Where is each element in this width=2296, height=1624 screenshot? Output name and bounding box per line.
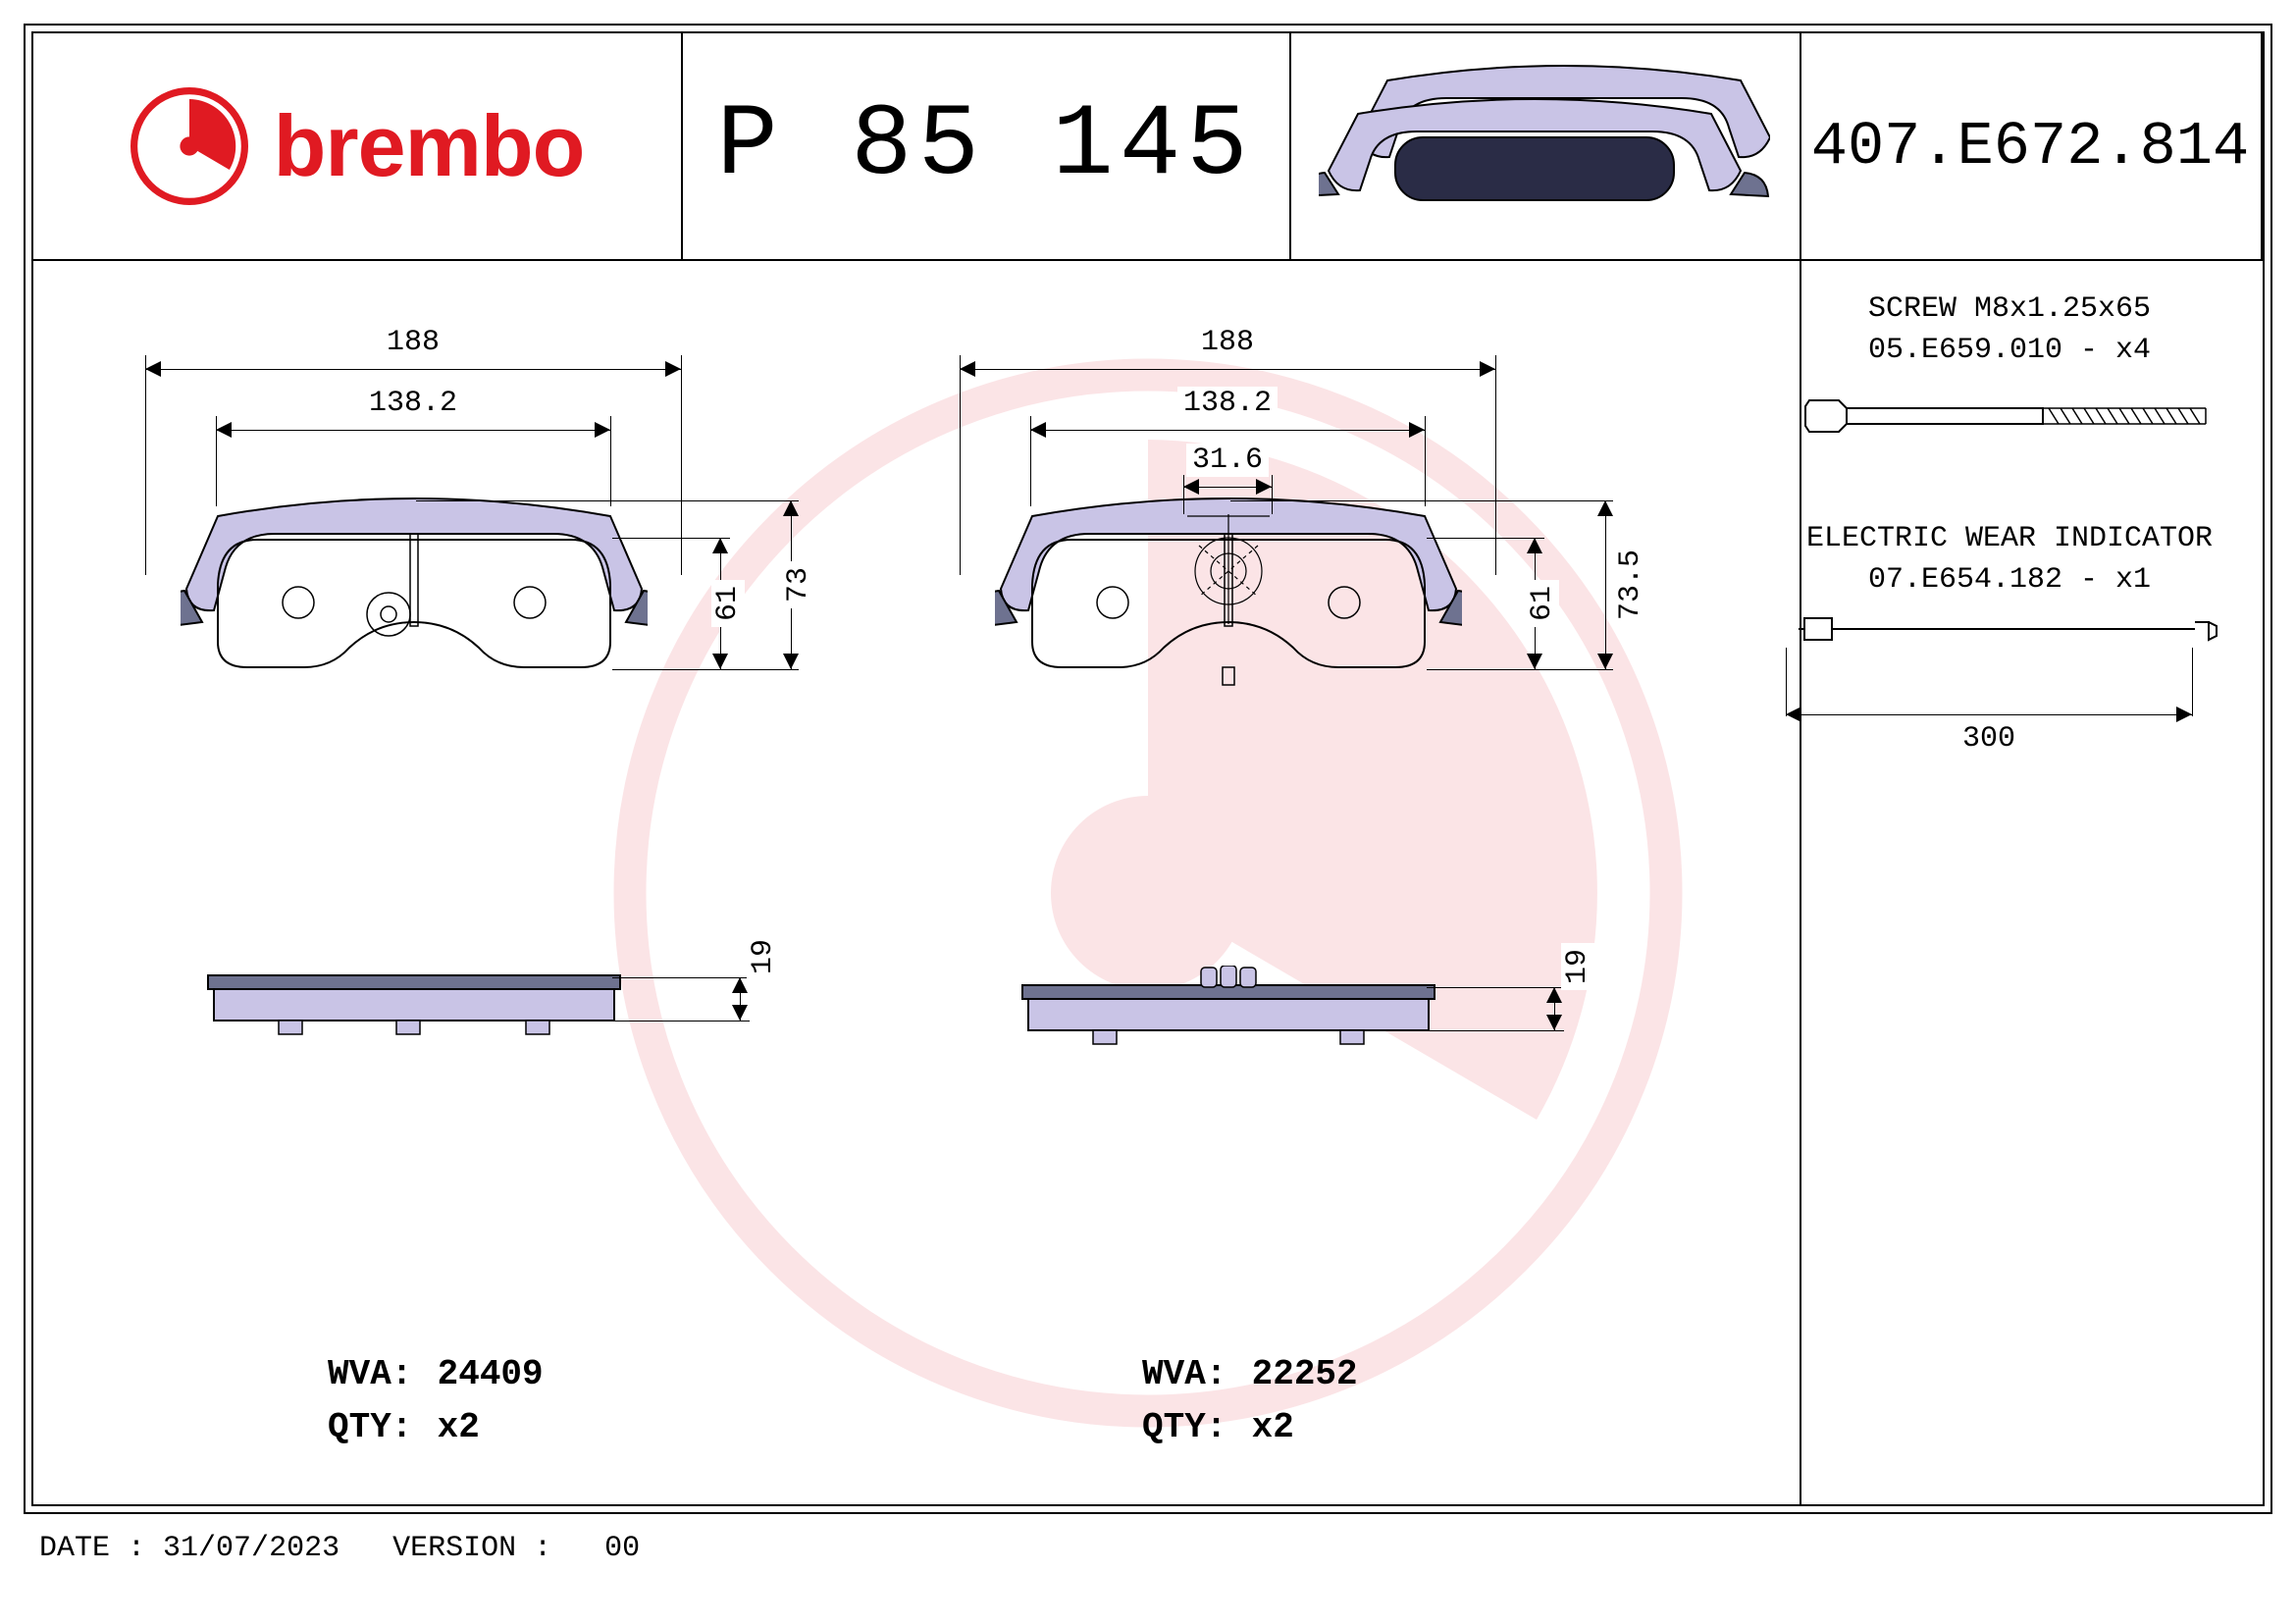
part-number: P 85 145 xyxy=(716,88,1253,204)
qty-label: QTY: xyxy=(328,1401,416,1454)
dim-value: 73 xyxy=(782,561,815,608)
wva-label: WVA: xyxy=(328,1348,416,1401)
product-icon xyxy=(1319,63,1770,230)
page: brembo P 85 145 xyxy=(0,0,2296,1624)
pad-left-front: 188 138.2 xyxy=(181,495,648,696)
wva-right: WVA: 22252 QTY: x2 xyxy=(1142,1348,1358,1454)
accessory-screw: SCREW M8x1.25x65 05.E659.010 - x4 xyxy=(1776,288,2243,459)
wear-indicator-icon xyxy=(1799,616,2220,685)
footer: DATE : 31/07/2023 VERSION : 00 xyxy=(39,1532,640,1565)
header-row: brembo P 85 145 xyxy=(33,33,2263,259)
dim-value: 73.5 xyxy=(1614,544,1647,626)
qty-value: x2 xyxy=(1252,1407,1294,1447)
accessories-column: SCREW M8x1.25x65 05.E659.010 - x4 xyxy=(1756,259,2263,1504)
accessory-code: 07.E654.182 - x1 xyxy=(1776,559,2243,601)
pad-side-shape xyxy=(995,966,1462,1054)
drawing-area: 188 138.2 xyxy=(33,259,1782,1504)
screw-icon xyxy=(1803,387,2216,445)
accessory-code: 05.E659.010 - x4 xyxy=(1776,330,2243,371)
dim-value: 138.2 xyxy=(1177,387,1278,420)
dim-value: 300 xyxy=(1957,718,2021,760)
brand-cell: brembo xyxy=(33,33,683,259)
dim-value: 138.2 xyxy=(363,387,463,420)
alt-code-cell: 407.E672.814 xyxy=(1800,33,2263,259)
wva-value: 24409 xyxy=(438,1354,544,1394)
accessory-title: ELECTRIC WEAR INDICATOR xyxy=(1776,518,2243,559)
dim-value: 31.6 xyxy=(1186,444,1269,477)
footer-version: 00 xyxy=(604,1532,640,1565)
wva-value: 22252 xyxy=(1252,1354,1358,1394)
dim-value: 188 xyxy=(381,326,445,359)
wva-left: WVA: 24409 QTY: x2 xyxy=(328,1348,544,1454)
pad-left-side: 19 xyxy=(181,966,648,1049)
qty-label: QTY: xyxy=(1142,1401,1230,1454)
dim-value: 19 xyxy=(747,933,780,980)
dim-value: 61 xyxy=(711,580,745,627)
pad-side-shape xyxy=(181,966,648,1044)
brembo-logo-icon xyxy=(130,87,248,205)
pad-right-front: 188 138.2 31.6 xyxy=(995,495,1462,706)
dim-value: 19 xyxy=(1561,943,1594,990)
footer-date-label: DATE : xyxy=(39,1532,145,1565)
qty-value: x2 xyxy=(438,1407,480,1447)
footer-date: 31/07/2023 xyxy=(163,1532,339,1565)
dim-value: 188 xyxy=(1195,326,1260,359)
part-number-cell: P 85 145 xyxy=(681,33,1291,259)
accessory-wear-indicator: ELECTRIC WEAR INDICATOR 07.E654.182 - x1 xyxy=(1776,518,2243,748)
pad-right-side: 19 xyxy=(995,966,1462,1059)
wva-label: WVA: xyxy=(1142,1348,1230,1401)
brand-name: brembo xyxy=(274,96,585,196)
pad-shape xyxy=(181,495,648,691)
alt-code: 407.E672.814 xyxy=(1811,112,2249,182)
pad-shape xyxy=(995,495,1462,701)
frame: brembo P 85 145 xyxy=(24,24,2272,1514)
product-image-cell xyxy=(1289,33,1801,259)
accessory-title: SCREW M8x1.25x65 xyxy=(1776,288,2243,330)
footer-version-label: VERSION : xyxy=(392,1532,551,1565)
dim-value: 61 xyxy=(1526,580,1559,627)
